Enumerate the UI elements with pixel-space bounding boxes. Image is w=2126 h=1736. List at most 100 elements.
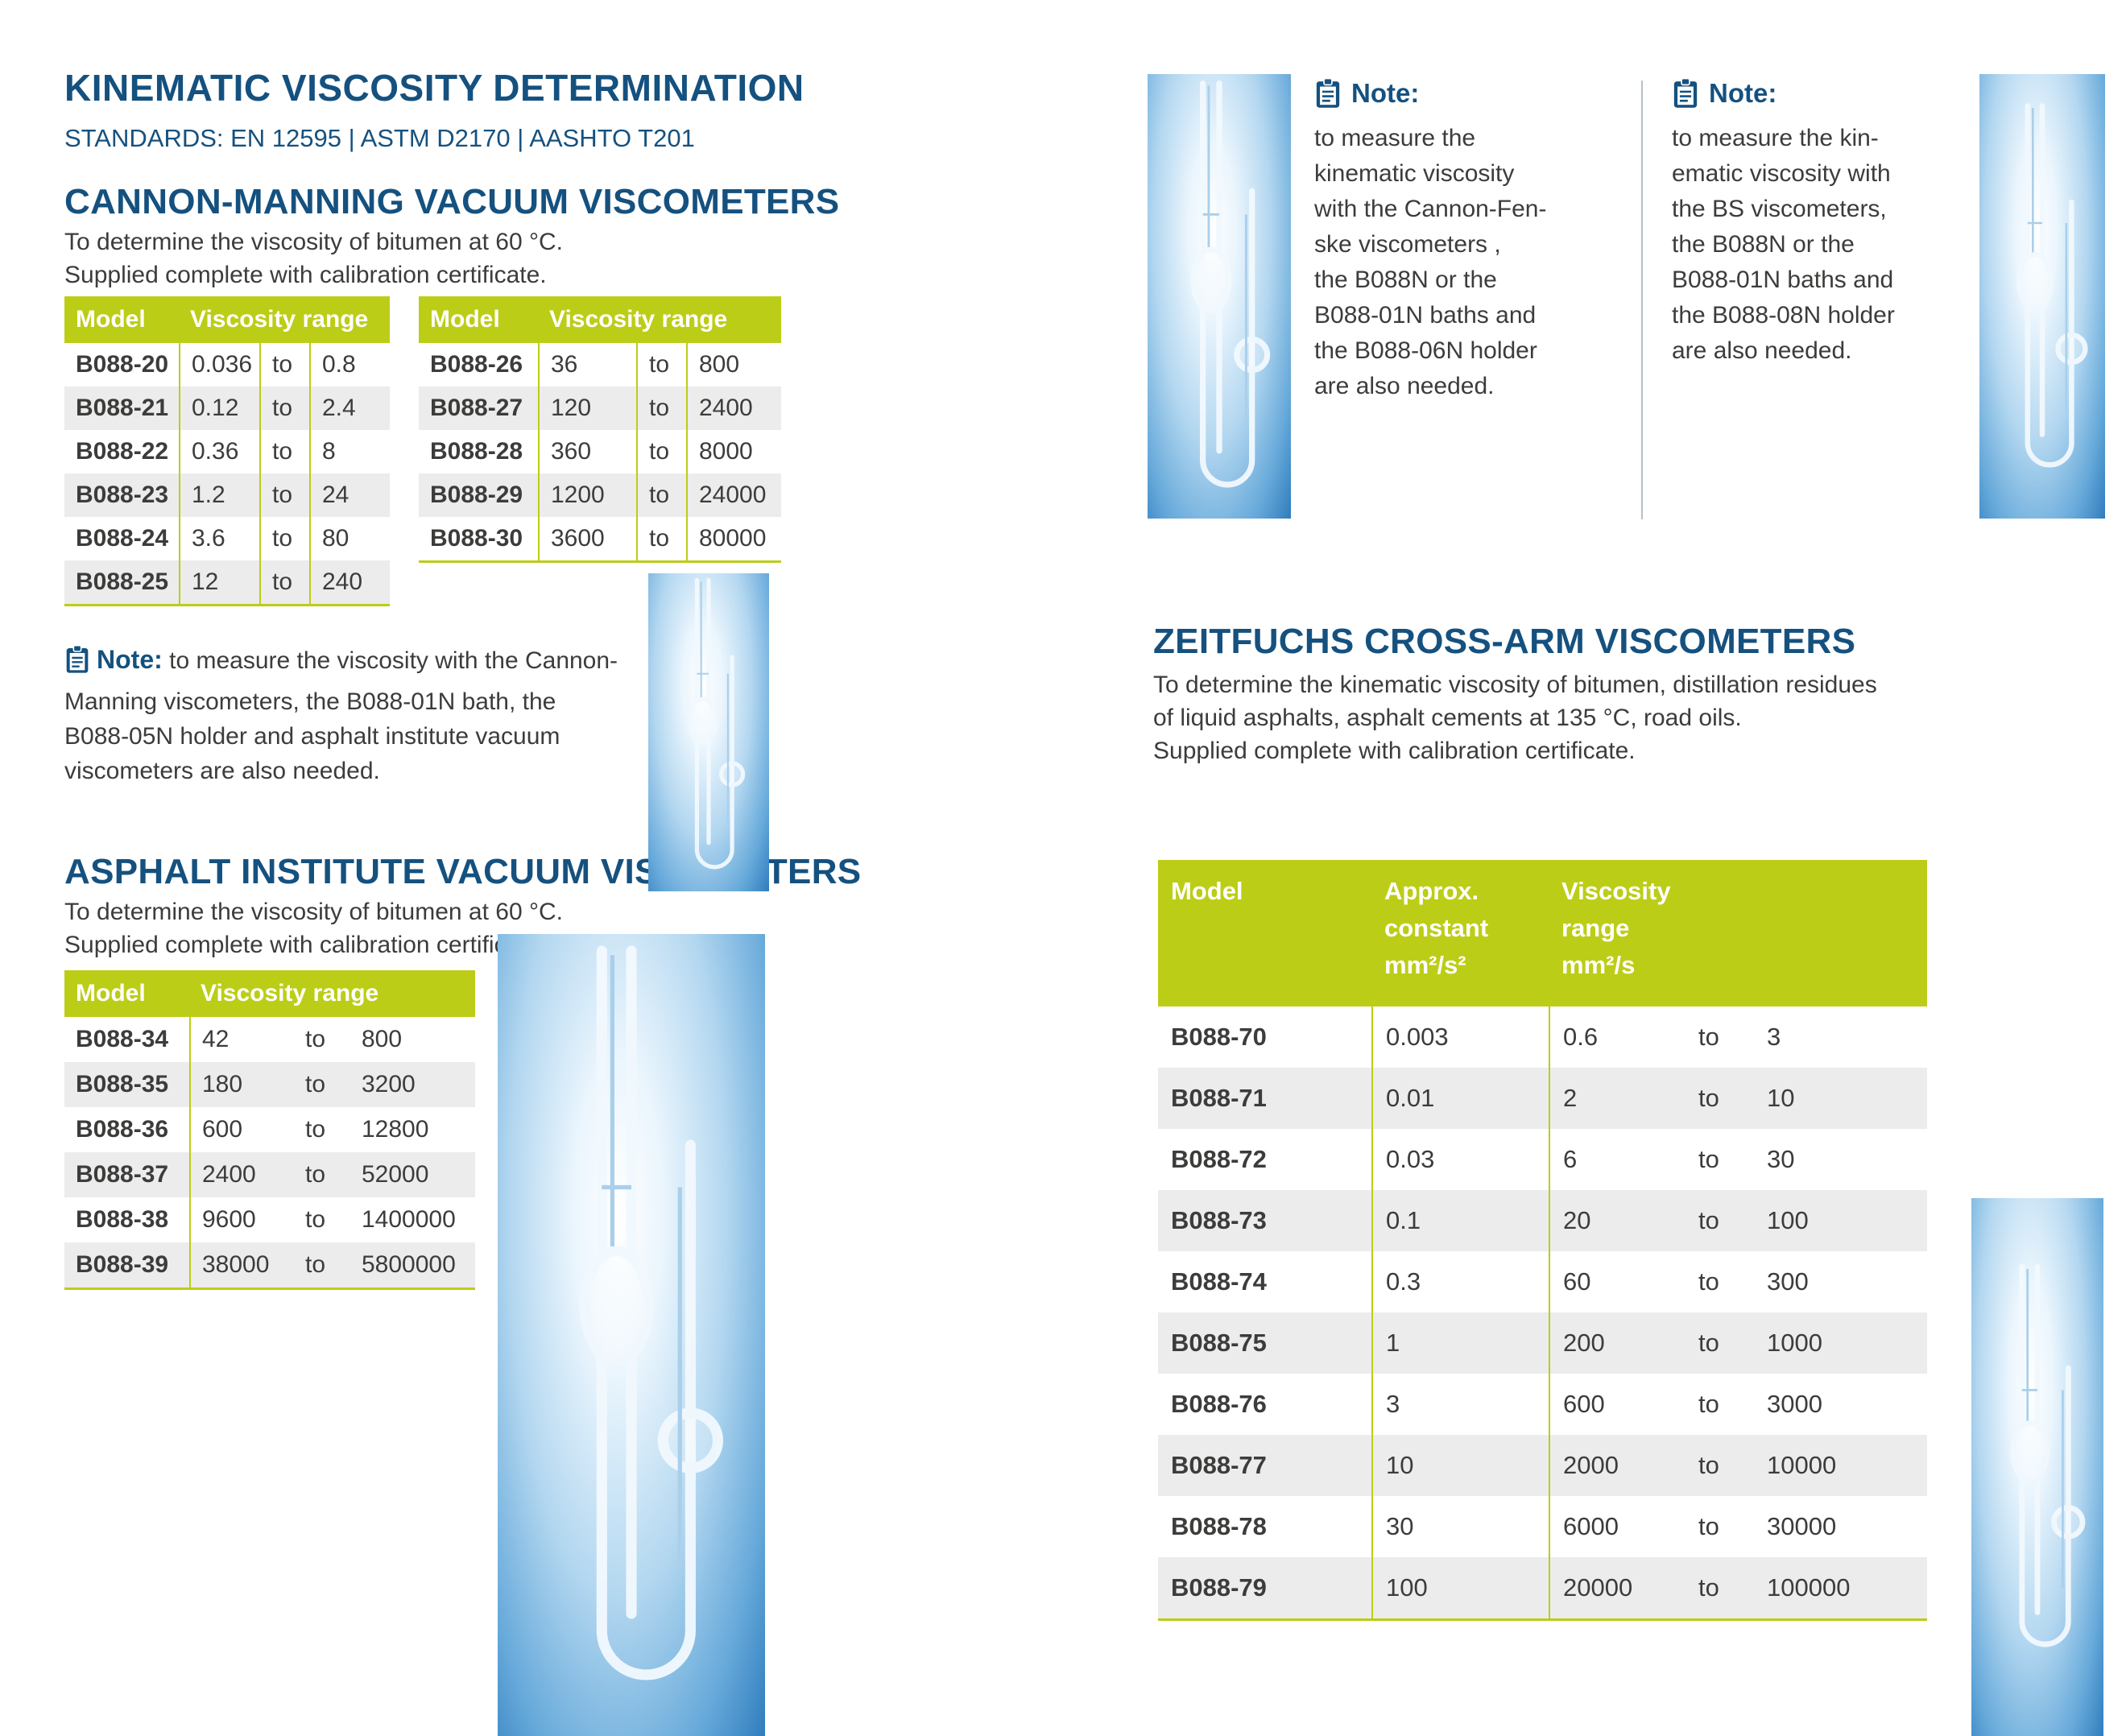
range-to-word: to: [259, 386, 309, 430]
range-from-cell: 3600: [538, 517, 636, 560]
constant-cell: 30: [1371, 1496, 1549, 1557]
zeitfuchs-table: Model Approx. constant mm²/s² Viscosity …: [1158, 860, 1927, 1621]
constant-cell: 0.1: [1371, 1190, 1549, 1251]
constant-cell: 0.03: [1371, 1129, 1549, 1190]
table-row: B088-74 0.3 60 to 300: [1158, 1251, 1927, 1312]
model-cell: B088-36: [76, 1116, 169, 1143]
range-to-cell: 8000: [686, 430, 781, 473]
range-to-cell: 8: [309, 430, 390, 473]
constant-cell: 0.3: [1371, 1251, 1549, 1312]
note-label: Note:: [1709, 78, 1777, 108]
range-to-cell: 3000: [1767, 1390, 1822, 1418]
table-row: B088-78 30 6000 to 30000: [1158, 1496, 1927, 1557]
description-line: To determine the viscosity of bitumen at…: [64, 899, 563, 925]
model-cell: B088-25: [76, 568, 169, 595]
description-line: To determine the viscosity of bitumen at…: [64, 229, 563, 255]
clipboard-note-icon: [64, 644, 90, 684]
viscometer-photo: [498, 934, 765, 1736]
cannon-manning-description: To determine the viscosity of bitumen at…: [64, 225, 563, 291]
asphalt-table: Model Viscosity range B088-34 42 to 800 …: [64, 970, 475, 1290]
model-column-header: Model: [430, 306, 500, 333]
range-from-cell: 3.6: [179, 517, 259, 560]
description-line: of liquid asphalts, asphalt cements at 1…: [1153, 705, 1742, 731]
range-to-cell: 100: [1767, 1206, 1809, 1234]
table-row: B088-36 600 to 12800: [64, 1107, 475, 1152]
range-to-word: to: [1698, 1206, 1719, 1234]
range-to-word: to: [636, 386, 686, 430]
range-from-cell: 360: [538, 430, 636, 473]
model-cell: B088-76: [1171, 1390, 1267, 1418]
note-bs-viscometers: Note: to measure the kin-ematic viscosit…: [1672, 77, 1971, 369]
model-cell: B088-24: [76, 525, 169, 552]
table-row: B088-29 1200 to 24000: [419, 473, 781, 517]
range-to-cell: 100000: [1767, 1573, 1851, 1602]
model-cell: B088-38: [76, 1206, 169, 1233]
table-row: B088-37 2400 to 52000: [64, 1152, 475, 1197]
note-text-line: kinematic viscosity: [1314, 160, 1515, 187]
range-from-cell: 0.12: [179, 386, 259, 430]
table-row: B088-25 12 to 240: [64, 560, 390, 604]
range-to-word: to: [305, 1026, 326, 1052]
note-body: to measure the kinematic viscosity with th…: [1314, 121, 1614, 404]
range-to-word: to: [259, 517, 309, 560]
note-text-line: the B088-08N holder: [1672, 302, 1895, 329]
table-row: B088-20 0.036 to 0.8: [64, 343, 390, 386]
range-from-cell: 60: [1549, 1251, 1685, 1312]
description-line: Supplied complete with calibration certi…: [1153, 738, 1636, 764]
range-to-word: to: [1698, 1023, 1719, 1051]
table-row: B088-34 42 to 800: [64, 1017, 475, 1062]
range-from-cell: 12: [179, 560, 259, 604]
range-to-cell: 30000: [1767, 1512, 1837, 1540]
range-to-word: to: [636, 343, 686, 386]
asphalt-institute-description: To determine the viscosity of bitumen at…: [64, 895, 563, 961]
table-row: B088-35 180 to 3200: [64, 1062, 475, 1107]
model-cell: B088-79: [1171, 1573, 1267, 1602]
range-from-cell: 180: [189, 1062, 294, 1107]
model-cell: B088-71: [1171, 1084, 1267, 1112]
range-to-word: to: [259, 343, 309, 386]
description-line: Supplied complete with calibration certi…: [64, 932, 547, 958]
model-cell: B088-39: [76, 1251, 169, 1278]
range-to-cell: 80000: [686, 517, 781, 560]
range-to-word: to: [1698, 1512, 1719, 1540]
table-header: Model Approx. constant mm²/s² Viscosity …: [1158, 860, 1927, 1006]
viscometer-photo: [1971, 1198, 2103, 1736]
note-text-line: the B088-06N holder: [1314, 337, 1537, 364]
model-cell: B088-72: [1171, 1145, 1267, 1173]
clipboard-note-icon: [1314, 77, 1342, 110]
table-row: B088-39 38000 to 5800000: [64, 1242, 475, 1288]
range-from-cell: 38000: [189, 1242, 294, 1288]
range-to-word: to: [305, 1206, 326, 1233]
range-from-cell: 1200: [538, 473, 636, 517]
model-cell: B088-23: [76, 482, 169, 508]
note-label: Note:: [1351, 78, 1420, 108]
range-from-cell: 9600: [189, 1197, 294, 1242]
note-text-line: the BS viscometers,: [1672, 196, 1887, 222]
range-to-word: to: [1698, 1084, 1719, 1112]
page-title: KINEMATIC VISCOSITY DETERMINATION: [64, 67, 804, 109]
range-to-cell: 80: [309, 517, 390, 560]
model-cell: B088-30: [430, 525, 523, 552]
range-to-cell: 10000: [1767, 1451, 1837, 1479]
table-row: B088-23 1.2 to 24: [64, 473, 390, 517]
model-column-header: Model: [76, 980, 146, 1006]
range-to-cell: 0.8: [309, 343, 390, 386]
range-to-cell: 30: [1767, 1145, 1795, 1173]
table-row: B088-77 10 2000 to 10000: [1158, 1435, 1927, 1496]
range-to-cell: 5800000: [362, 1251, 456, 1278]
range-to-cell: 3200: [362, 1071, 416, 1097]
approx-constant-column-header: Approx. constant mm²/s²: [1384, 877, 1489, 979]
range-from-cell: 600: [1549, 1374, 1685, 1435]
table-row: B088-24 3.6 to 80: [64, 517, 390, 560]
clipboard-note-icon: [1672, 77, 1699, 110]
model-cell: B088-27: [430, 395, 523, 421]
table-row: B088-72 0.03 6 to 30: [1158, 1129, 1927, 1190]
range-to-cell: 52000: [362, 1161, 429, 1188]
range-to-word: to: [305, 1251, 326, 1278]
note-label: Note:: [97, 645, 163, 674]
model-cell: B088-77: [1171, 1451, 1267, 1479]
viscometer-photo: [1979, 74, 2105, 519]
range-to-word: to: [305, 1071, 326, 1097]
table-row: B088-30 3600 to 80000: [419, 517, 781, 560]
range-from-cell: 2: [1549, 1068, 1685, 1129]
